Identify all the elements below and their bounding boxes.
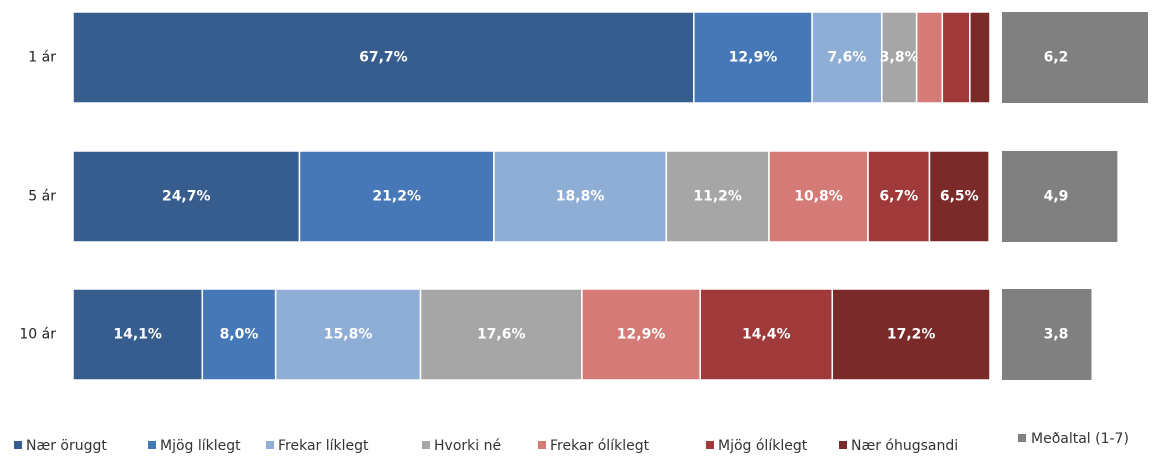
value-label: 21,2% xyxy=(372,189,421,205)
value-label: 67,7% xyxy=(359,50,408,66)
value-label: 18,8% xyxy=(556,189,605,205)
legend-swatch xyxy=(14,441,22,449)
value-label: 7,6% xyxy=(828,50,867,66)
bar-segment xyxy=(811,11,883,104)
legend-label: Mjög líklegt xyxy=(160,438,241,454)
bar-segment xyxy=(941,11,971,104)
value-label: 12,9% xyxy=(617,327,666,343)
value-label: 8,0% xyxy=(220,327,259,343)
bar-segment xyxy=(665,150,770,243)
bar-segment xyxy=(915,11,944,104)
mean-bar xyxy=(1002,151,1118,242)
bar-segment xyxy=(768,150,869,243)
legend-label: Mjög ólíklegt xyxy=(718,438,808,454)
legend-swatch xyxy=(148,441,156,449)
value-label: 17,6% xyxy=(477,327,526,343)
value-label: 14,4% xyxy=(742,327,791,343)
value-label: 6,2 xyxy=(1044,50,1069,66)
value-label: 11,2% xyxy=(693,189,742,205)
bar-segment xyxy=(201,288,277,381)
value-label: 6,5% xyxy=(940,189,979,205)
bar-segment xyxy=(72,11,695,104)
value-label: 4,9 xyxy=(1044,189,1069,205)
legend-swatch xyxy=(839,441,847,449)
legend-swatch xyxy=(1018,434,1026,442)
legend-label: Frekar ólíklegt xyxy=(550,438,650,454)
bar-segment xyxy=(969,11,991,104)
bar-segment xyxy=(274,288,422,381)
category-label: 5 ár xyxy=(28,189,56,205)
value-label: 3,8 xyxy=(1044,327,1069,343)
bar-segment xyxy=(693,11,813,104)
bar-segment xyxy=(928,150,990,243)
legend-swatch xyxy=(706,441,714,449)
value-label: 17,2% xyxy=(887,327,936,343)
legend-label: Nær öruggt xyxy=(26,438,107,454)
legend-swatch xyxy=(266,441,274,449)
value-label: 15,8% xyxy=(324,327,373,343)
value-label: 10,8% xyxy=(794,189,843,205)
legend-label: Meðaltal (1-7) xyxy=(1031,431,1129,447)
bar-segment xyxy=(72,288,204,381)
bar-segment xyxy=(493,150,668,243)
value-label: 6,7% xyxy=(879,189,918,205)
legend-swatch xyxy=(538,441,546,449)
legend-label: Hvorki né xyxy=(434,438,501,454)
value-label: 3,8% xyxy=(880,50,919,66)
mean-bar xyxy=(1002,12,1148,103)
bar-segment xyxy=(298,150,495,243)
value-label: 12,9% xyxy=(729,50,778,66)
value-label: 24,7% xyxy=(162,189,211,205)
mean-bar xyxy=(1002,289,1092,380)
bar-segment xyxy=(581,288,701,381)
legend-swatch xyxy=(422,441,430,449)
bar-segment xyxy=(831,288,991,381)
legend-label: Nær óhugsandi xyxy=(851,438,958,454)
category-label: 10 ár xyxy=(19,327,56,343)
value-label: 14,1% xyxy=(113,327,162,343)
bar-segment xyxy=(867,150,931,243)
bar-segment xyxy=(72,150,301,243)
bar-segment xyxy=(699,288,834,381)
category-label: 1 ár xyxy=(28,50,56,66)
legend-label: Frekar líklegt xyxy=(278,438,369,454)
